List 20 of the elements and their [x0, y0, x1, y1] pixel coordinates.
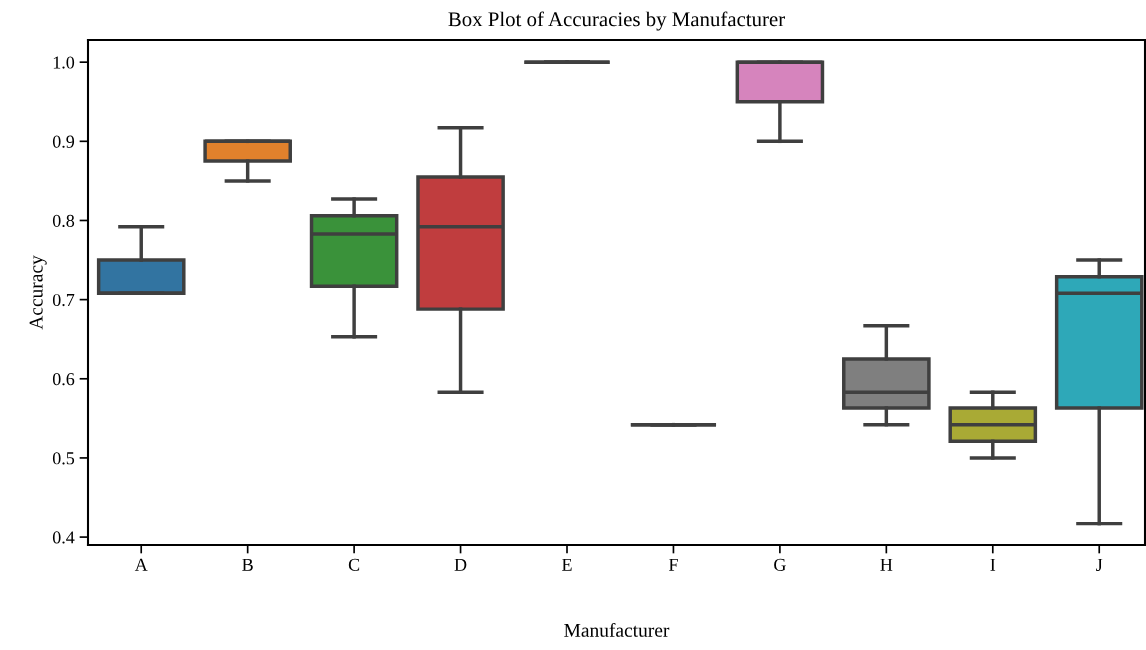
y-tick-label: 0.5	[52, 452, 75, 465]
y-tick-label: 1.0	[53, 56, 75, 69]
y-tick-label: 0.9	[52, 135, 75, 148]
y-tick-label: 0.7	[52, 293, 75, 307]
x-tick-label: F	[668, 558, 678, 571]
y-tick-label: 0.6	[52, 373, 75, 386]
x-tick-label: H	[880, 558, 893, 571]
x-tick-label: G	[774, 558, 786, 571]
chart-title: Box Plot of Accuracies by Manufacturer	[448, 11, 785, 31]
y-axis-title: Accuracy	[29, 255, 47, 330]
x-axis-title: Manufacturer	[564, 622, 670, 637]
x-tick-label: I	[990, 558, 996, 571]
x-tick-label: J	[1096, 558, 1103, 571]
x-tick-label: B	[242, 558, 253, 571]
y-tick-label: 0.4	[52, 531, 75, 544]
y-tick-label: 0.8	[52, 214, 75, 227]
x-tick-label: D	[454, 558, 467, 571]
x-tick-label: C	[348, 558, 360, 571]
x-tick-label: A	[134, 558, 148, 571]
x-tick-label: E	[562, 558, 572, 571]
